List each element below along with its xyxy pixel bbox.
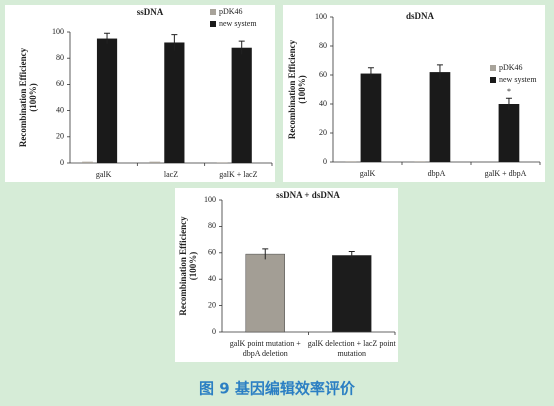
y-axis-label-line: (100%) — [28, 83, 38, 112]
x-tick-label: mutation — [338, 349, 366, 358]
error-bar — [238, 40, 245, 55]
figure-caption: 图 9 基因编辑效率评价 — [199, 380, 356, 398]
x-tick-label: galK delection + lacZ point — [308, 339, 397, 348]
legend-label: pDK46 — [499, 63, 523, 72]
x-tick-label: galK + dbpA — [485, 169, 527, 178]
chart-title: ssDNA — [137, 7, 164, 17]
y-tick-label: 40 — [319, 99, 327, 108]
chart-title: ssDNA + dsDNA — [276, 190, 340, 200]
bar — [498, 104, 520, 162]
bar — [216, 162, 228, 163]
x-tick-label: dbpA deletion — [243, 349, 288, 358]
error-bar — [171, 34, 178, 51]
chart-title: dsDNA — [406, 11, 435, 21]
bar — [414, 161, 426, 162]
x-tick-label: dbpA — [428, 169, 446, 178]
bar — [231, 47, 252, 163]
bar — [82, 161, 93, 163]
y-tick-label: 60 — [56, 79, 64, 88]
y-axis-label-line: (100%) — [297, 75, 307, 104]
y-tick-label: 40 — [208, 274, 216, 283]
y-axis-label-line: Recombination Efficiency — [287, 39, 297, 139]
y-tick-label: 60 — [319, 70, 327, 79]
bar — [245, 253, 285, 333]
y-axis-label-line: Recombination Efficiency — [178, 216, 188, 316]
error-bar — [367, 67, 374, 80]
x-tick-label: galK + lacZ — [219, 170, 257, 179]
bar — [360, 73, 382, 162]
y-tick-label: 40 — [56, 105, 64, 114]
y-tick-label: 80 — [319, 41, 327, 50]
bar — [332, 255, 372, 333]
legend-swatch — [210, 21, 216, 27]
bar — [345, 161, 357, 162]
error-bar — [262, 248, 269, 260]
error-bar — [505, 97, 512, 110]
legend-label: pDK46 — [219, 7, 243, 16]
error-bar — [348, 250, 355, 260]
y-tick-label: 0 — [323, 157, 327, 166]
y-tick-label: 80 — [208, 221, 216, 230]
y-tick-label: 20 — [208, 300, 216, 309]
y-axis-label-line: (100%) — [188, 252, 198, 281]
y-tick-label: 0 — [60, 158, 64, 167]
y-tick-label: 100 — [52, 27, 64, 36]
legend-label: new system — [499, 75, 537, 84]
y-tick-label: 20 — [56, 132, 64, 141]
y-axis-label-line: Recombination Efficiency — [18, 47, 28, 147]
panel — [5, 5, 275, 182]
y-tick-label: 60 — [208, 248, 216, 257]
x-tick-label: galK point mutation + — [230, 339, 301, 348]
y-tick-label: 100 — [204, 195, 216, 204]
bar — [96, 38, 118, 163]
x-tick-label: galK — [360, 169, 376, 178]
y-axis-label: Recombination Efficiency (100%) — [178, 216, 198, 316]
x-tick-label: lacZ — [164, 170, 178, 179]
error-bar — [436, 64, 443, 80]
legend-label: new system — [219, 19, 257, 28]
y-tick-label: 20 — [319, 128, 327, 137]
legend-swatch — [490, 77, 496, 83]
error-bar — [104, 32, 111, 44]
bar — [149, 161, 161, 163]
annotation: * — [507, 87, 511, 96]
legend-swatch — [490, 65, 496, 71]
bar — [429, 72, 451, 162]
y-axis-label: Recombination Efficiency (100%) — [287, 39, 307, 139]
y-tick-label: 0 — [212, 327, 216, 336]
bar — [164, 42, 185, 164]
y-tick-label: 80 — [56, 53, 64, 62]
x-tick-label: galK — [96, 170, 112, 179]
y-axis-label: Recombination Efficiency (100%) — [18, 47, 38, 147]
legend-swatch — [210, 9, 216, 15]
y-tick-label: 100 — [315, 12, 327, 21]
